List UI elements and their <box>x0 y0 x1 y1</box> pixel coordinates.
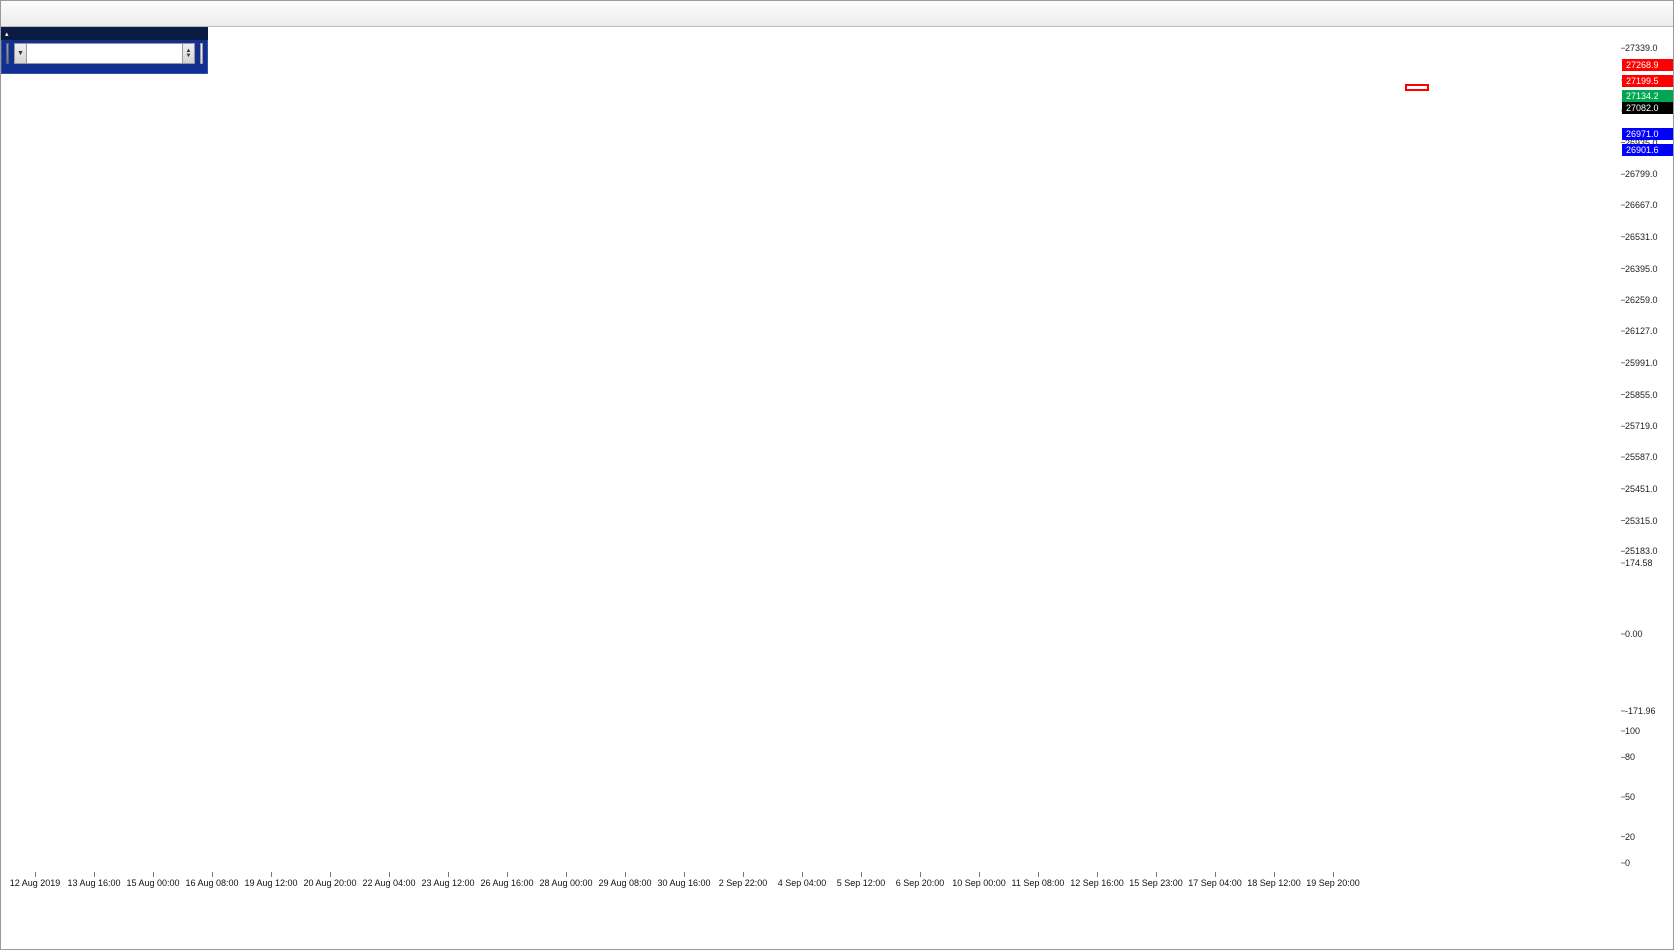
volume-stepper[interactable]: ▲ ▼ <box>182 43 195 64</box>
volume-dropdown-icon[interactable]: ▼ <box>14 43 27 64</box>
buy-button[interactable] <box>200 43 203 64</box>
chart-area[interactable]: 27339.0 27203.0 27071.0 26935.0 26799.0 26667… <box>1 27 1674 950</box>
chart-canvas[interactable] <box>1 27 1674 950</box>
one-click-trading-panel: ▴ ▼ ▲ ▼ <box>1 27 208 74</box>
sell-button[interactable] <box>6 43 9 64</box>
trade-panel-body: ▼ ▲ ▼ <box>1 40 208 74</box>
volume-control[interactable]: ▼ ▲ ▼ <box>14 43 195 64</box>
price-callout[interactable] <box>1405 84 1429 91</box>
symbol-info-bar: ▴ <box>1 27 208 40</box>
toolbar <box>1 1 1673 27</box>
stepper-down-icon[interactable]: ▼ <box>185 52 192 59</box>
volume-input[interactable] <box>27 43 182 64</box>
stepper-up-icon[interactable]: ▲ <box>185 47 192 54</box>
panel-collapse-icon[interactable]: ▴ <box>5 30 9 38</box>
